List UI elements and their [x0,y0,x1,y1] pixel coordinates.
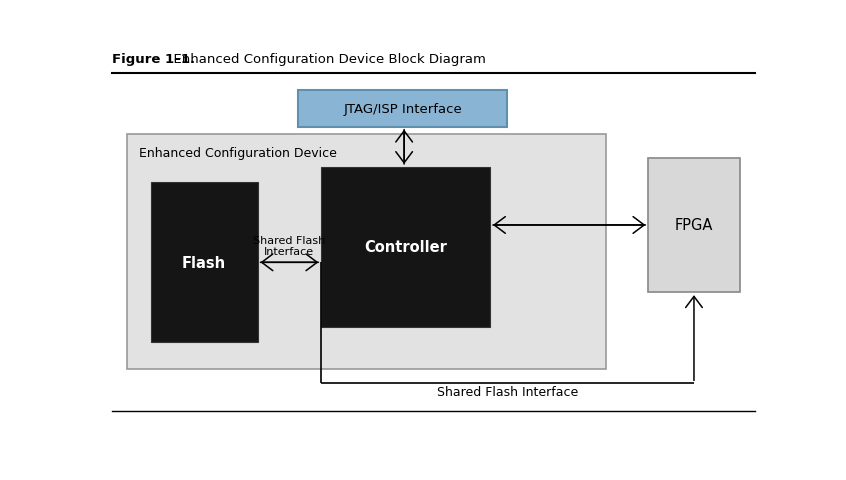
Bar [321,168,490,327]
Text: Shared Flash Interface: Shared Flash Interface [437,385,578,398]
Text: Enhanced Configuration Device Block Diagram: Enhanced Configuration Device Block Diag… [165,53,486,66]
Bar [128,135,607,370]
Text: JTAG/ISP Interface: JTAG/ISP Interface [343,103,462,116]
Bar [151,183,258,343]
Text: Enhanced Configuration Device: Enhanced Configuration Device [139,147,337,160]
Bar [298,91,508,128]
Text: Figure 1–1.: Figure 1–1. [112,53,195,66]
Text: Controller: Controller [365,240,448,255]
Text: Shared Flash
Interface: Shared Flash Interface [253,235,326,257]
Text: Flash: Flash [182,255,226,270]
Bar [648,158,739,293]
Text: FPGA: FPGA [675,218,713,233]
